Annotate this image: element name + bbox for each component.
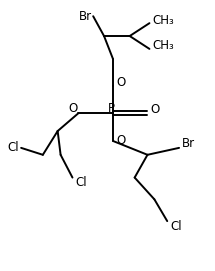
- Text: O: O: [116, 76, 125, 89]
- Text: O: O: [116, 134, 125, 147]
- Text: O: O: [69, 102, 78, 115]
- Text: Br: Br: [182, 137, 195, 150]
- Text: O: O: [150, 103, 160, 116]
- Text: Br: Br: [79, 10, 92, 23]
- Text: Cl: Cl: [75, 176, 87, 189]
- Text: P: P: [108, 102, 115, 115]
- Text: Cl: Cl: [7, 141, 19, 154]
- Text: CH₃: CH₃: [152, 14, 174, 27]
- Text: CH₃: CH₃: [152, 39, 174, 52]
- Text: Cl: Cl: [170, 220, 182, 233]
